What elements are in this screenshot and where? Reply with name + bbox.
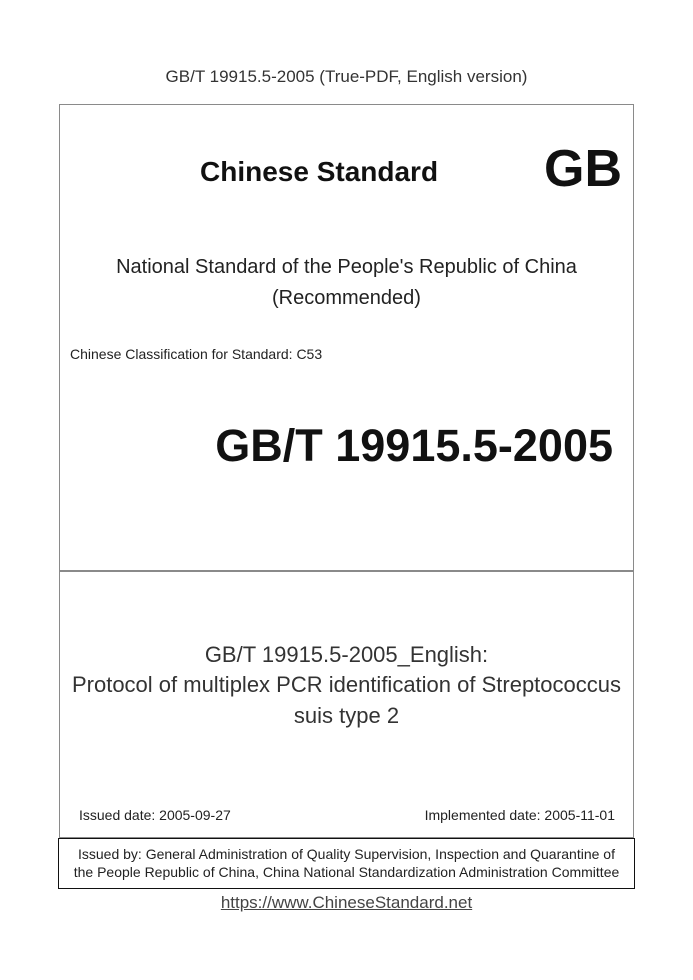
national-standard-line: National Standard of the People's Republ… xyxy=(116,256,577,278)
recommended-line: (Recommended) xyxy=(272,287,421,309)
issued-by-line-2: the People Republic of China, China Nati… xyxy=(73,864,620,880)
url-container: https://www.ChineseStandard.net xyxy=(0,893,693,913)
issued-by-line-1: Issued by: General Administration of Qua… xyxy=(78,846,615,862)
section-divider xyxy=(59,570,634,572)
cover-frame xyxy=(59,104,634,838)
title-line-3: suis type 2 xyxy=(293,703,400,728)
issuer-box: Issued by: General Administration of Qua… xyxy=(58,838,635,889)
website-link[interactable]: https://www.ChineseStandard.net xyxy=(220,893,473,912)
page-header: GB/T 19915.5-2005 (True-PDF, English ver… xyxy=(165,67,528,86)
classification: Chinese Classification for Standard: C53 xyxy=(70,346,323,362)
implemented-date: Implemented date: 2005-11-01 xyxy=(424,807,615,823)
standard-number: GB/T 19915.5-2005 xyxy=(215,420,613,471)
issued-date: Issued date: 2005-09-27 xyxy=(79,807,231,823)
title-line-1: GB/T 19915.5-2005_English: xyxy=(204,642,489,667)
gb-logo: GB xyxy=(544,140,622,198)
title-line-2: Protocol of multiplex PCR identification… xyxy=(71,672,622,697)
brand-title: Chinese Standard xyxy=(200,156,439,187)
